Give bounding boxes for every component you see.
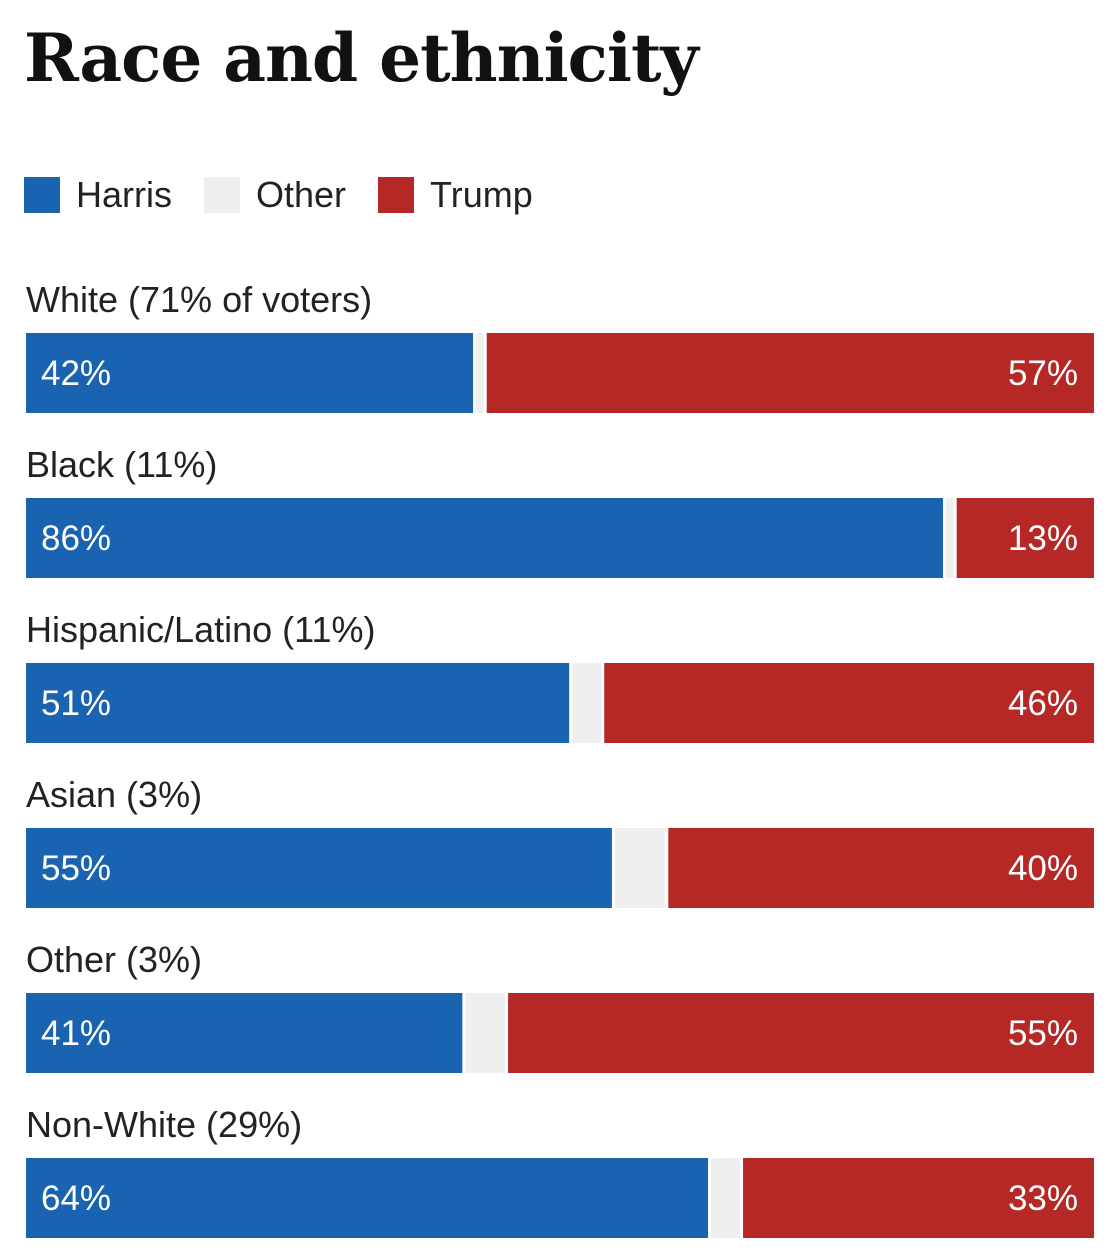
bar-segment-other-asian <box>613 828 667 908</box>
bar-segment-other-black <box>944 498 956 578</box>
bar-separator-hispanic-latino <box>569 663 573 743</box>
row-label-other: Other (3%) <box>26 939 203 980</box>
legend-item-other: Other <box>204 174 346 216</box>
bar-segment-trump-hispanic-latino <box>602 663 1094 743</box>
value-label-trump-non-white: 33% <box>1008 1179 1078 1218</box>
bar-segment-other-other <box>463 993 507 1073</box>
bar-segment-trump-white <box>485 333 1094 413</box>
value-label-harris-non-white: 64% <box>41 1179 111 1218</box>
bar-separator-white <box>473 333 477 413</box>
row-label-non-white: Non-White (29%) <box>26 1104 303 1145</box>
legend-item-harris: Harris <box>24 174 172 216</box>
bar-segment-trump-black <box>955 498 1094 578</box>
value-label-harris-hispanic-latino: 51% <box>41 684 111 723</box>
legend: Harris Other Trump <box>24 174 565 216</box>
chart-title: Race and ethnicity <box>24 19 699 97</box>
row-label-white: White (71% of voters) <box>26 279 373 320</box>
bar-segment-harris-black <box>26 498 945 578</box>
bar-separator-asian <box>611 828 615 908</box>
bar-separator-non-white <box>740 1158 744 1238</box>
row-label-hispanic-latino: Hispanic/Latino (11%) <box>26 609 376 650</box>
bar-segment-harris-other <box>26 993 464 1073</box>
bar-segment-trump-asian <box>666 828 1094 908</box>
value-label-trump-hispanic-latino: 46% <box>1008 684 1078 723</box>
bar-separator-non-white <box>708 1158 712 1238</box>
bar-segment-trump-other <box>506 993 1095 1073</box>
bar-segment-harris-hispanic-latino <box>26 663 571 743</box>
legend-item-trump: Trump <box>378 174 533 216</box>
value-label-harris-black: 86% <box>41 519 111 558</box>
bar-separator-asian <box>665 828 669 908</box>
bar-separator-black <box>942 498 946 578</box>
bar-segment-harris-non-white <box>26 1158 710 1238</box>
row-label-asian: Asian (3%) <box>26 774 203 815</box>
legend-label-other: Other <box>256 174 347 215</box>
value-label-trump-white: 57% <box>1008 354 1078 393</box>
legend-swatch-harris <box>24 177 60 213</box>
bar-segment-trump-non-white <box>741 1158 1094 1238</box>
bar-segment-other-hispanic-latino <box>570 663 603 743</box>
value-label-trump-other: 55% <box>1008 1014 1078 1053</box>
bar-separator-white <box>483 333 487 413</box>
row-label-black: Black (11%) <box>26 444 218 485</box>
legend-label-trump: Trump <box>430 174 533 215</box>
value-label-trump-black: 13% <box>1008 519 1078 558</box>
bar-separator-other <box>462 993 466 1073</box>
bar-segment-other-non-white <box>709 1158 742 1238</box>
value-label-harris-asian: 55% <box>41 849 111 888</box>
legend-swatch-other <box>204 177 240 213</box>
legend-label-harris: Harris <box>76 174 172 215</box>
bar-segment-harris-white <box>26 333 475 413</box>
value-label-harris-white: 42% <box>41 354 111 393</box>
bar-separator-black <box>953 498 957 578</box>
value-label-trump-asian: 40% <box>1008 849 1078 888</box>
bar-separator-hispanic-latino <box>601 663 605 743</box>
value-label-harris-other: 41% <box>41 1014 111 1053</box>
bar-segment-harris-asian <box>26 828 614 908</box>
legend-swatch-trump <box>378 177 415 213</box>
bar-segment-other-white <box>474 333 486 413</box>
bar-separator-other <box>505 993 509 1073</box>
